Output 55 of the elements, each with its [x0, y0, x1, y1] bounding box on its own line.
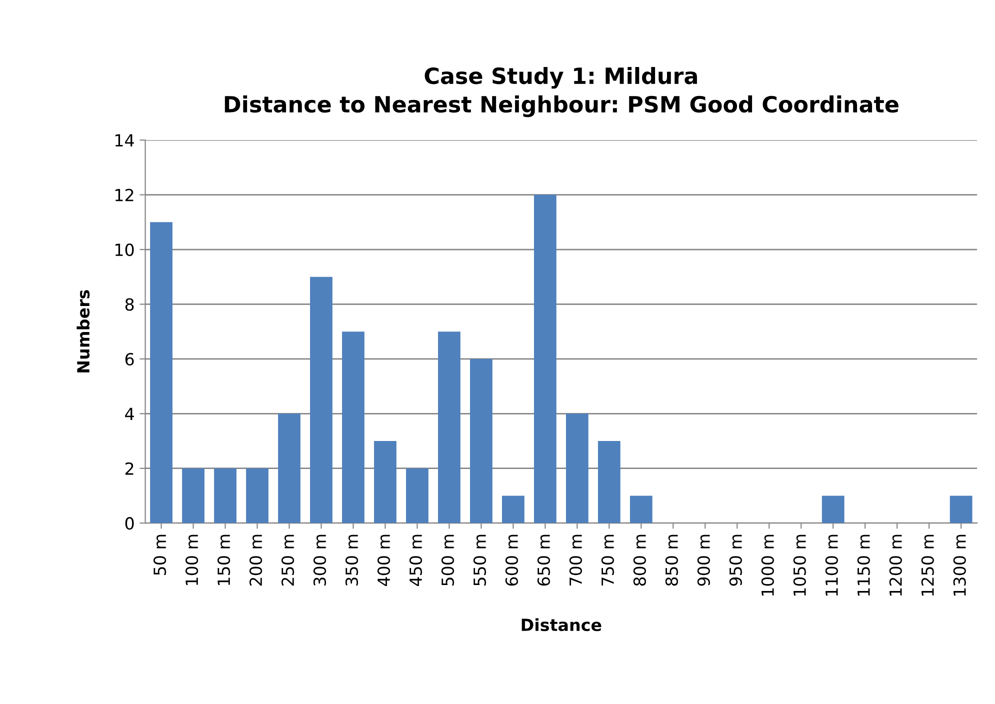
x-tick-label: 1000 m — [761, 534, 774, 596]
bar — [598, 441, 620, 524]
x-tick-label: 50 m — [153, 534, 166, 575]
bar — [470, 358, 492, 524]
x-tick-label: 100 m — [185, 534, 198, 585]
x-tick-label: 1050 m — [793, 534, 806, 596]
x-tick-label: 500 m — [441, 534, 454, 586]
x-tick-label: 800 m — [633, 534, 646, 586]
bar — [502, 496, 524, 524]
x-axis-title: Distance — [522, 618, 602, 632]
x-tick-label: 150 m — [217, 534, 230, 585]
chart-title: Case Study 1: Mildura Distance to Nearest Neighbour: PSM Good Coordinate — [224, 67, 898, 118]
y-tick-label: 12 — [115, 188, 134, 202]
x-tick-label: 350 m — [345, 534, 358, 586]
y-tick-label: 2 — [125, 462, 134, 475]
x-tick-label: 900 m — [697, 534, 710, 586]
bar — [630, 496, 652, 524]
bar — [406, 468, 428, 524]
bar — [246, 468, 268, 524]
bar — [566, 414, 588, 524]
y-tick-label: 10 — [115, 243, 134, 256]
x-tick-label: 750 m — [601, 534, 614, 586]
x-tick-label: 200 m — [249, 534, 262, 586]
bar — [950, 496, 972, 524]
x-tick-label: 1250 m — [921, 534, 934, 596]
bar — [342, 332, 364, 524]
y-tick-label: 4 — [125, 408, 134, 420]
bar — [278, 414, 300, 524]
y-tick-label: 8 — [125, 298, 134, 311]
x-tick-label: 600 m — [505, 534, 518, 586]
bar — [214, 468, 236, 524]
y-tick-label: 0 — [125, 517, 134, 530]
x-tick-label: 550 m — [473, 534, 486, 586]
x-tick-label: 400 m — [377, 534, 390, 586]
x-tick-label: 650 m — [537, 534, 550, 586]
bar — [182, 468, 204, 524]
y-tick-label: 14 — [115, 134, 134, 146]
y-axis-title: Numbers — [76, 290, 90, 372]
x-tick-label: 1300 m — [953, 534, 966, 596]
bar — [534, 194, 556, 524]
x-tick-label: 1100 m — [825, 534, 838, 596]
x-tick-label: 250 m — [281, 534, 294, 586]
x-tick-label: 1200 m — [889, 534, 902, 596]
bar — [310, 276, 332, 524]
bar — [150, 222, 172, 524]
x-tick-label: 850 m — [665, 534, 678, 586]
bar — [438, 332, 460, 524]
x-tick-label: 950 m — [729, 534, 742, 586]
y-tick-label: 6 — [125, 352, 134, 366]
x-tick-label: 300 m — [313, 534, 326, 586]
x-tick-label: 450 m — [409, 534, 422, 586]
x-tick-label: 700 m — [569, 534, 582, 586]
x-tick-label: 1150 m — [857, 534, 870, 596]
bar — [822, 496, 844, 524]
bar — [374, 441, 396, 524]
